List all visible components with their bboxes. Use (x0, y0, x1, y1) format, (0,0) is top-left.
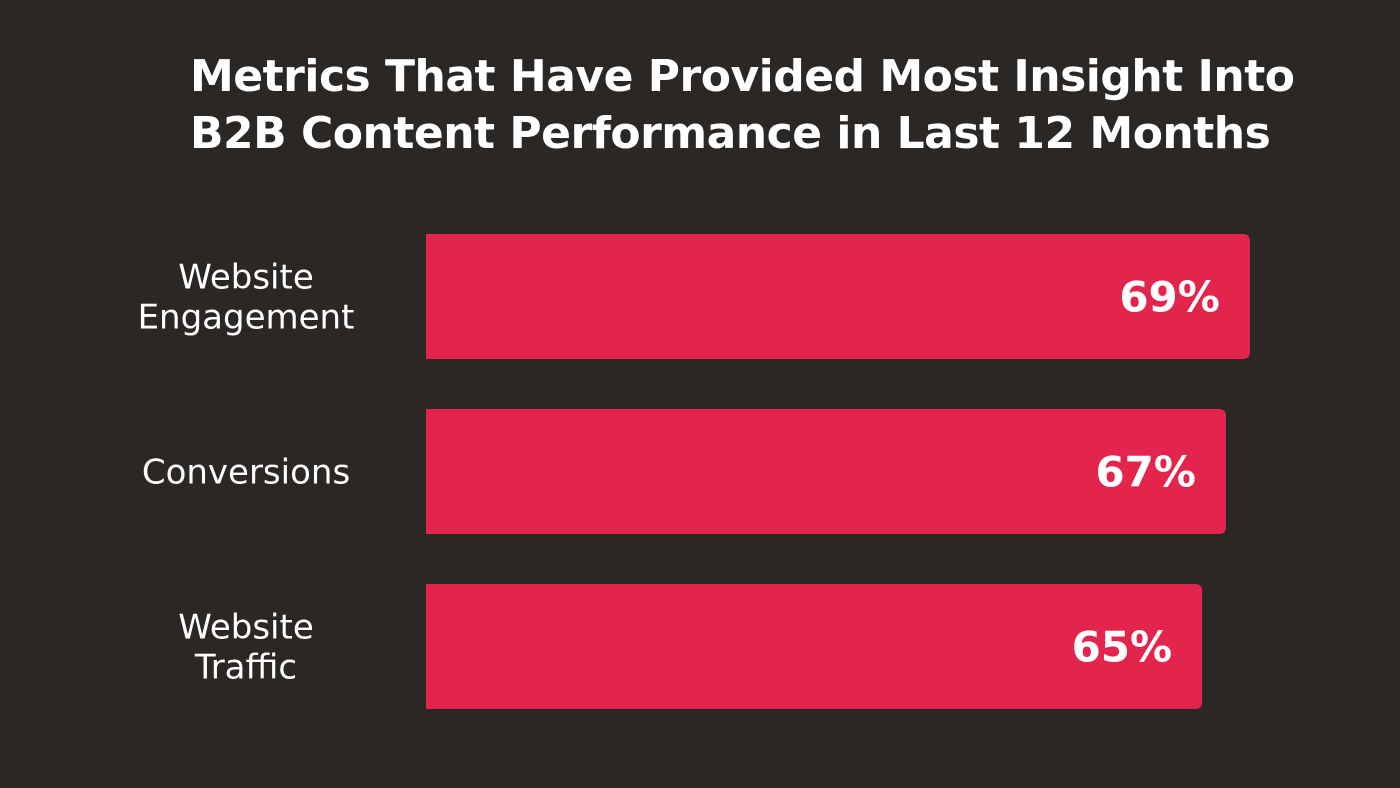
value-label-0: 69% (1119, 273, 1220, 322)
value-label-1: 67% (1095, 448, 1196, 497)
bar-1 (426, 409, 1226, 534)
category-label-0-line-1: Engagement (138, 298, 355, 338)
chart-title: Metrics That Have Provided Most Insight … (190, 48, 1295, 162)
category-label-0: Website Engagement (138, 258, 355, 338)
value-label-2: 65% (1072, 623, 1173, 672)
category-label-2-line-0: Website (178, 608, 314, 648)
chart-title-line-1: Metrics That Have Provided Most Insight … (190, 51, 1295, 102)
category-label-2-line-1: Traffic (194, 648, 297, 688)
chart-title-line-2: B2B Content Performance in Last 12 Month… (190, 108, 1271, 159)
category-label-2: Website Traffic (178, 608, 314, 688)
bar-2 (426, 584, 1203, 709)
bar-0 (426, 234, 1250, 359)
category-label-0-line-0: Website (178, 258, 314, 298)
category-label-1: Conversions (142, 453, 350, 493)
category-label-1-line-0: Conversions (142, 453, 350, 493)
